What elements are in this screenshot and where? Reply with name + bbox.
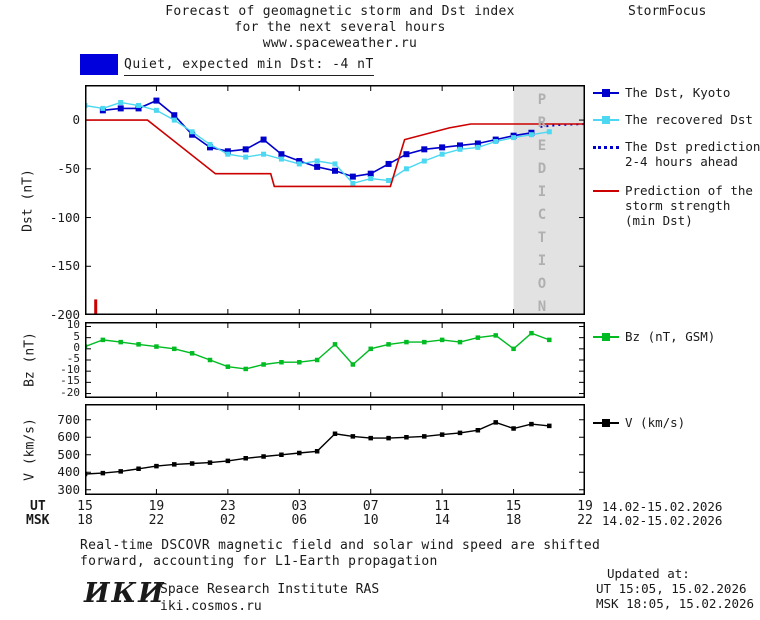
panel-v-ytick-label: 400 — [57, 464, 80, 480]
bz-legend-square — [602, 333, 610, 341]
page-subtitle: for the next several hours — [234, 20, 446, 35]
msk-tick-label: 22 — [148, 513, 165, 528]
legend-bz: Bz (nT, GSM) — [625, 329, 716, 344]
recovered-dst-legend-square — [602, 116, 610, 124]
panel-dst-ytick-label: -50 — [57, 160, 80, 176]
dst-kyoto-legend-square — [602, 89, 610, 97]
panel-bz-ytick-label: -5 — [66, 352, 80, 365]
ut-date-range: 14.02-15.02.2026 — [602, 499, 723, 514]
panel-v-ytick-label: 500 — [57, 446, 80, 462]
brand-label: StormFocus — [628, 4, 707, 19]
msk-tick-label: 22 — [577, 513, 593, 528]
msk-tick-label: 14 — [434, 513, 450, 528]
ut-tick-label: 19 — [148, 499, 165, 514]
msk-tick-label: 06 — [291, 513, 308, 528]
ut-tick-label: 19 — [577, 499, 593, 514]
panel-dst-ytick-label: -150 — [49, 258, 80, 274]
panel-bz-ytick-label: 5 — [73, 329, 80, 343]
msk-date-range: 14.02-15.02.2026 — [602, 513, 723, 528]
dst-prediction-legend-marker — [593, 146, 619, 149]
legend-v: V (km/s) — [625, 415, 686, 430]
ut-tick-label: 15 — [505, 499, 522, 514]
v-legend-square — [602, 419, 610, 427]
ut-tick-label: 15 — [77, 499, 93, 514]
panel-dst — [82, 85, 586, 316]
panel-bz-ytick-label: -20 — [60, 385, 80, 399]
v-legend-marker — [593, 419, 619, 427]
status-banner-text: Quiet, expected min Dst: -4 nT — [124, 57, 374, 76]
legend-dst-prediction-line2: 2-4 hours ahead — [625, 154, 738, 169]
footer-note-line2: forward, accounting for L1-Earth propaga… — [80, 554, 438, 569]
title-block: Forecast of geomagnetic storm and Dst in… — [90, 4, 590, 52]
msk-tick-label: 18 — [77, 513, 93, 528]
ut-tick-label: 23 — [220, 499, 236, 514]
recovered-dst-legend-marker — [593, 116, 619, 124]
iki-logo: ИКИ — [84, 578, 166, 609]
msk-tick-label: 10 — [362, 513, 379, 528]
storm-strength-legend-marker — [593, 190, 619, 192]
org-name: Space Research Institute RAS — [160, 582, 380, 597]
prediction-band-label: PREDICTION — [534, 92, 550, 322]
dst-kyoto-legend-marker — [593, 89, 619, 97]
legend-storm-strength-line2: storm strength — [625, 198, 731, 213]
activity-level-swatch — [80, 54, 118, 75]
site-url: www.spaceweather.ru — [262, 36, 418, 51]
panel-bz-ytick-label: -15 — [60, 374, 80, 388]
updated-ut-time: UT 15:05, 15.02.2026 — [596, 581, 747, 596]
panel-dst-ytick-label: 0 — [72, 112, 80, 128]
panel-v-ytick-label: 700 — [57, 411, 80, 427]
panel-v — [82, 404, 586, 495]
ut-tick-label: 03 — [291, 499, 308, 514]
legend-dst-prediction-line1: The Dst prediction — [625, 139, 760, 154]
panel-bz-ytick-label: -10 — [60, 363, 80, 377]
ut-tick-label: 07 — [362, 499, 379, 514]
msk-tick-label: 18 — [505, 513, 522, 528]
footer-note-line1: Real-time DSCOVR magnetic field and sola… — [80, 538, 601, 553]
legend-recovered-dst: The recovered Dst — [625, 112, 753, 127]
panel-dst-ytick-label: -200 — [49, 307, 80, 322]
panel-bz-ytick-label: 10 — [66, 318, 80, 332]
updated-msk-time: MSK 18:05, 15.02.2026 — [596, 596, 755, 611]
ut-row-label: UT — [30, 499, 46, 514]
panel-v-ytick-label: 600 — [57, 429, 80, 445]
msk-tick-label: 02 — [220, 513, 236, 528]
legend-storm-strength-line3: (min Dst) — [625, 213, 693, 228]
legend-dst-kyoto: The Dst, Kyoto — [625, 85, 731, 100]
msk-row-label: MSK — [26, 513, 50, 528]
updated-label: Updated at: — [607, 566, 690, 581]
panel-bz — [82, 322, 586, 398]
panel-dst-ytick-label: -100 — [49, 209, 80, 225]
org-site: iki.cosmos.ru — [160, 599, 262, 614]
panel-v-ytick-label: 300 — [57, 481, 80, 497]
bz-legend-marker — [593, 333, 619, 341]
ut-tick-label: 11 — [434, 499, 450, 514]
page-title: Forecast of geomagnetic storm and Dst in… — [165, 4, 515, 19]
panel-bz-ytick-label: 0 — [73, 340, 80, 354]
legend-storm-strength-line1: Prediction of the — [625, 183, 753, 198]
